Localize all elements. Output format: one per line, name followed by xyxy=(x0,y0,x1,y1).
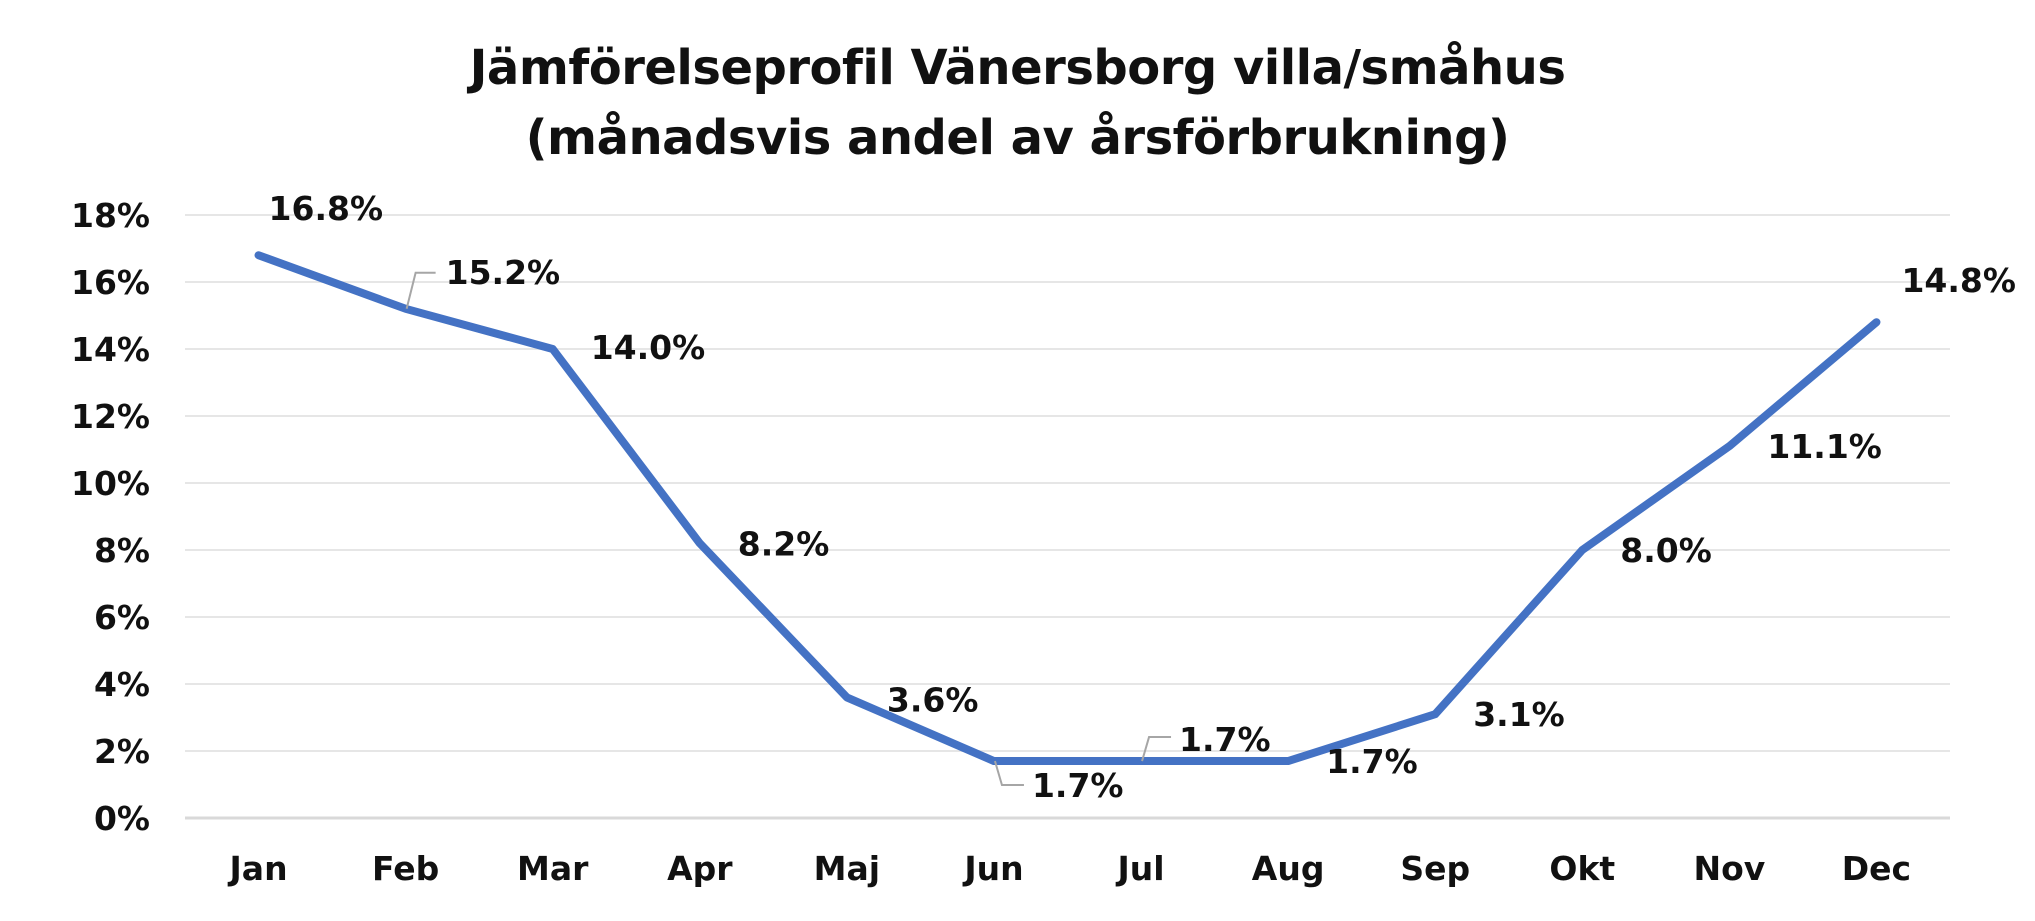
chart-title-line-2: (månadsvis andel av årsförbrukning) xyxy=(525,110,1510,166)
x-tick-label: Dec xyxy=(1842,849,1911,888)
data-label: 1.7% xyxy=(1179,720,1271,759)
y-tick-label: 12% xyxy=(71,397,150,436)
y-tick-label: 2% xyxy=(94,732,150,771)
y-tick-label: 0% xyxy=(94,799,150,838)
x-tick-label: Mar xyxy=(517,849,589,888)
data-label: 1.7% xyxy=(1032,766,1124,805)
data-label: 3.1% xyxy=(1473,695,1565,734)
data-label: 3.6% xyxy=(887,680,979,719)
x-tick-label: Nov xyxy=(1693,849,1765,888)
x-tick-label: Sep xyxy=(1400,849,1470,888)
leader-line xyxy=(993,760,1024,787)
x-tick-label: Feb xyxy=(372,849,439,888)
y-tick-label: 16% xyxy=(71,263,150,302)
chart-title-line-1: Jämförelseprofil Vänersborg villa/småhus xyxy=(469,40,1566,96)
y-tick-label: 4% xyxy=(94,665,150,704)
data-label: 14.0% xyxy=(591,328,706,367)
x-tick-label: Okt xyxy=(1549,849,1615,888)
y-tick-label: 6% xyxy=(94,598,150,637)
x-tick-label: Jun xyxy=(962,849,1023,888)
x-tick-label: Aug xyxy=(1252,849,1325,888)
x-tick-label: Apr xyxy=(667,849,733,888)
data-label: 8.2% xyxy=(738,524,830,563)
y-tick-label: 14% xyxy=(71,330,150,369)
x-tick-label: Jul xyxy=(1115,849,1164,888)
y-tick-label: 10% xyxy=(71,464,150,503)
x-tick-label: Maj xyxy=(814,849,880,888)
data-label: 14.8% xyxy=(1901,261,2016,300)
data-label: 11.1% xyxy=(1767,427,1882,466)
x-tick-label: Jan xyxy=(228,849,288,888)
data-label: 1.7% xyxy=(1326,742,1418,781)
y-tick-label: 18% xyxy=(71,196,150,235)
data-label: 15.2% xyxy=(446,253,561,292)
data-label: 16.8% xyxy=(269,189,384,228)
series-line xyxy=(254,251,1881,766)
data-label: 8.0% xyxy=(1620,531,1712,570)
leader-line xyxy=(1141,736,1172,762)
y-tick-label: 8% xyxy=(94,531,150,570)
leader-line xyxy=(405,271,436,310)
